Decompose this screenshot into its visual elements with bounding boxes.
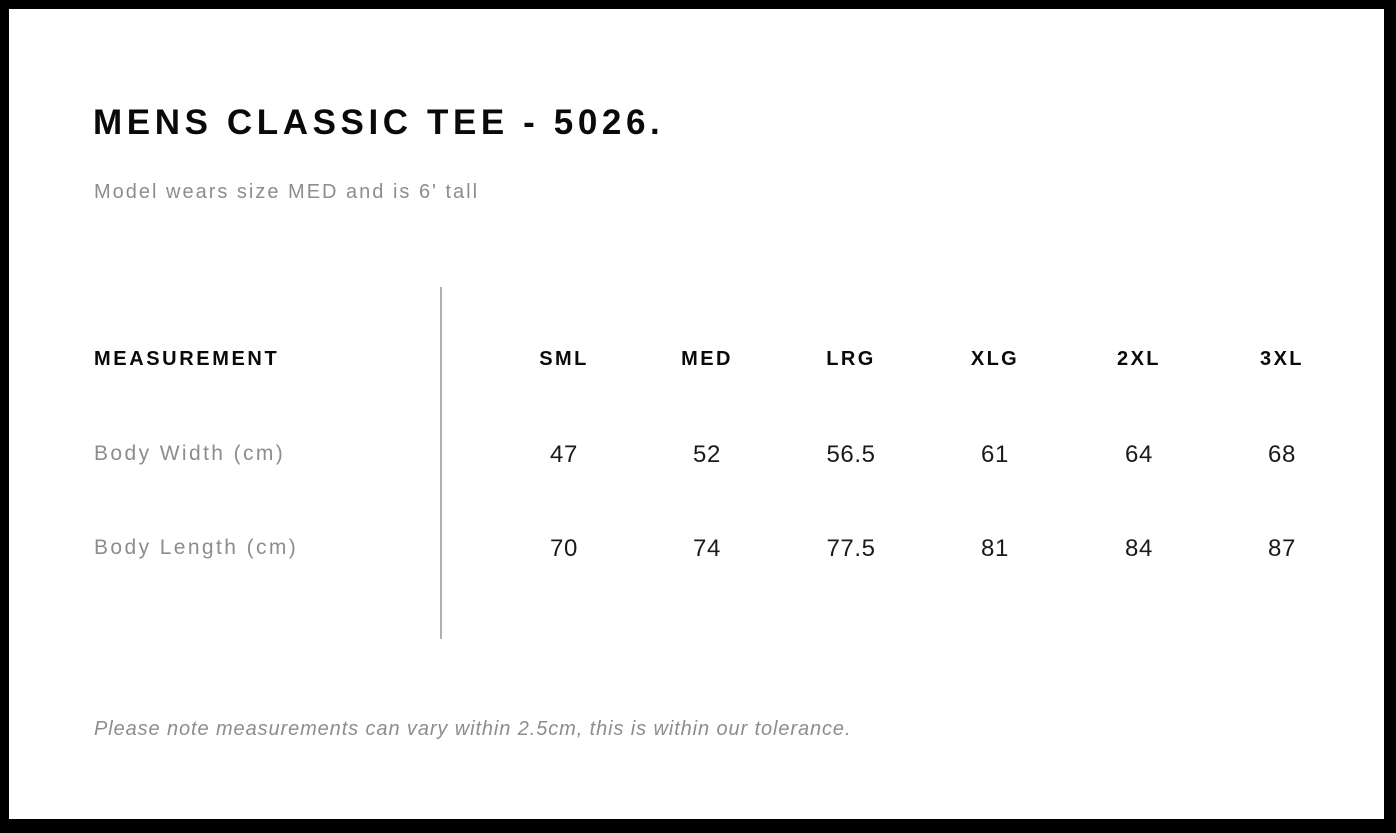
table-header-row: MEASUREMENT SML MED LRG XLG 2XL 3XL [9,349,1384,443]
page-title: MENS CLASSIC TEE - 5026. [93,103,665,142]
column-header-measurement: MEASUREMENT [94,348,280,370]
row-label-body-length: Body Length (cm) [94,536,299,559]
column-header-med: MED [681,348,733,370]
column-header-3xl: 3XL [1260,348,1304,370]
cell-body-length-xlg: 81 [981,535,1009,562]
column-header-xlg: XLG [970,348,1020,370]
cell-body-width-med: 52 [693,441,721,468]
cell-body-length-3xl: 87 [1268,535,1296,562]
cell-body-length-sml: 70 [550,535,578,562]
cell-body-width-2xl: 64 [1125,441,1153,468]
table-row: Body Length (cm) 70 74 77.5 81 84 87 [9,537,1384,631]
cell-body-width-xlg: 61 [981,441,1009,468]
column-header-2xl: 2XL [1117,348,1161,370]
model-info-subtitle: Model wears size MED and is 6' tall [94,181,480,203]
card-inner: MENS CLASSIC TEE - 5026. Model wears siz… [9,9,1384,819]
tolerance-note: Please note measurements can vary within… [94,718,852,740]
row-label-body-width: Body Width (cm) [94,442,286,465]
cell-body-width-lrg: 56.5 [826,441,876,468]
column-header-lrg: LRG [826,348,876,370]
cell-body-length-2xl: 84 [1125,535,1153,562]
cell-body-length-lrg: 77.5 [826,535,876,562]
column-header-sml: SML [539,348,589,370]
cell-body-length-med: 74 [693,535,721,562]
measurement-table: MEASUREMENT SML MED LRG XLG 2XL 3XL Body… [9,349,1384,631]
column-divider [440,287,442,639]
table-row: Body Width (cm) 47 52 56.5 61 64 68 [9,443,1384,537]
cell-body-width-sml: 47 [550,441,578,468]
cell-body-width-3xl: 68 [1268,441,1296,468]
